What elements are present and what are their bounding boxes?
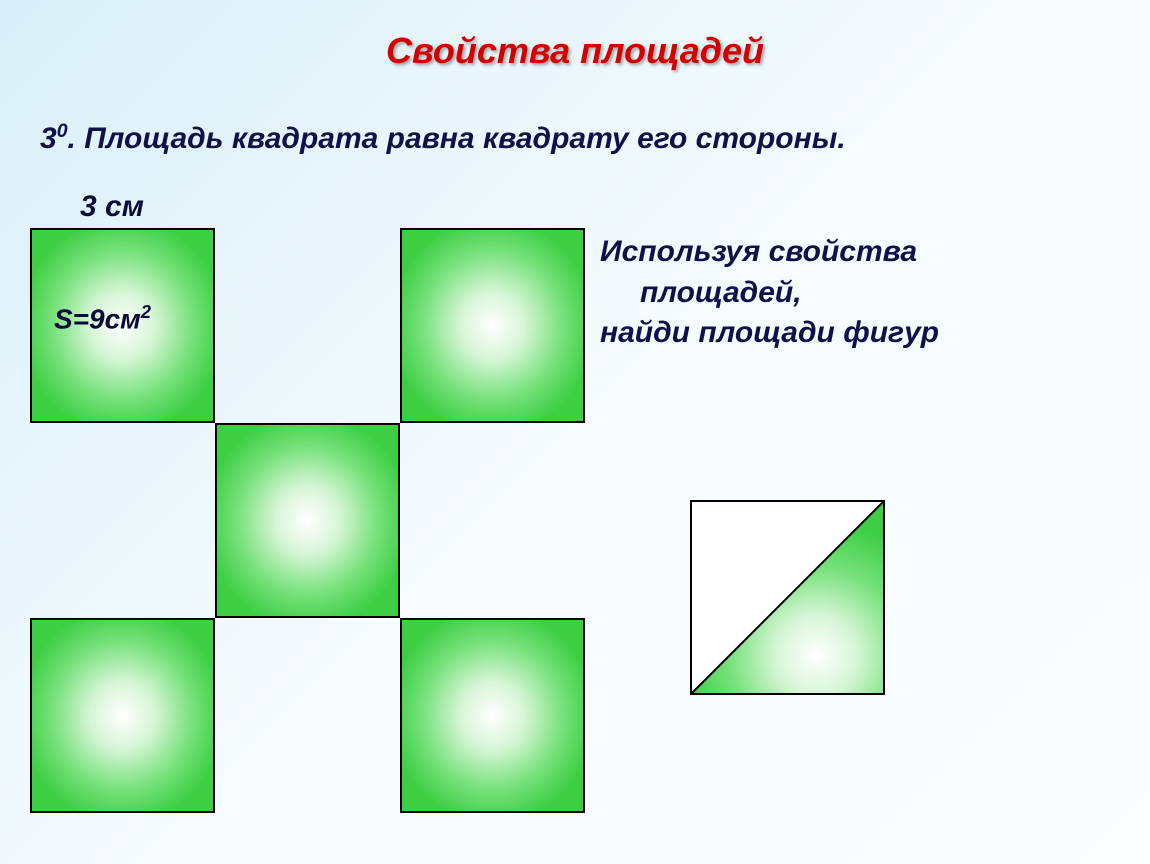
square-middle [215, 423, 400, 618]
rule-body: . Площадь квадрата равна квадрату его ст… [68, 122, 846, 155]
instruction-line-2: площадей, [600, 273, 1120, 314]
rule-prefix: 3 [40, 122, 57, 155]
squares-arena: S=9см2 [30, 228, 585, 813]
instruction-text: Используя свойства площадей, найди площа… [600, 232, 1120, 354]
square-top-right [400, 228, 585, 423]
square-top-left: S=9см2 [30, 228, 215, 423]
side-length-label: 3 см [80, 190, 144, 224]
formula-sup: 2 [141, 302, 151, 322]
instruction-line-3: найди площади фигур [600, 313, 1120, 354]
instruction-line-1: Используя свойства [600, 235, 917, 268]
square-bottom-left [30, 618, 215, 813]
formula-prefix: S=9см [54, 303, 141, 334]
page-title: Свойства площадей [0, 30, 1150, 72]
rule-sup: 0 [57, 120, 68, 142]
rule-text: 30. Площадь квадрата равна квадрату его … [40, 120, 846, 156]
area-formula: S=9см2 [54, 302, 151, 335]
diagonal-square [690, 500, 885, 695]
square-bottom-right [400, 618, 585, 813]
